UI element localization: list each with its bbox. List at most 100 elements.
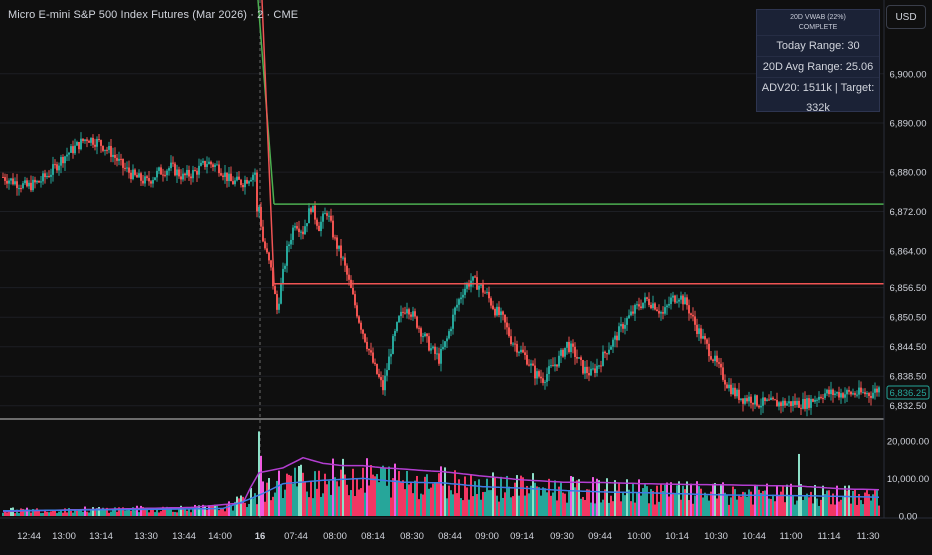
candle-body — [646, 297, 648, 299]
candle-body — [808, 398, 810, 408]
candle-body — [208, 161, 210, 165]
volume-bar — [814, 484, 816, 516]
candle-body — [740, 398, 742, 400]
volume-bar — [212, 505, 214, 516]
volume-bar — [142, 506, 144, 516]
volume-bar — [538, 487, 540, 516]
volume-bar — [582, 497, 584, 516]
volume-bar — [50, 511, 52, 516]
volume-bar — [420, 493, 422, 516]
volume-bar — [20, 508, 22, 516]
volume-bar — [408, 484, 410, 516]
volume-bar — [184, 509, 186, 516]
volume-bar — [232, 510, 234, 516]
volume-bar — [186, 510, 188, 516]
volume-bar — [386, 485, 388, 516]
candle-body — [746, 398, 748, 402]
candle-body — [220, 173, 222, 176]
candle-body — [486, 291, 488, 293]
candle-body — [780, 402, 782, 406]
candle-body — [160, 167, 162, 175]
candle-body — [534, 365, 536, 379]
volume-bar — [474, 481, 476, 516]
time-axis[interactable]: 12:44 13:00 13:14 13:30 13:44 14:00 16 07:44 08:… — [17, 531, 879, 542]
candle-body — [862, 392, 864, 394]
time-tick-label: 13:14 — [89, 531, 113, 542]
volume-bar — [834, 504, 836, 516]
volume-bar — [530, 485, 532, 516]
volume-bar — [540, 495, 542, 516]
candle-body — [866, 393, 868, 395]
candle-body — [306, 223, 308, 227]
volume-bar — [566, 502, 568, 516]
candle-body — [640, 306, 642, 308]
candle-body — [688, 305, 690, 314]
candle-body — [398, 316, 400, 323]
currency-button[interactable]: USD — [886, 5, 926, 29]
volume-bar — [2, 512, 4, 516]
volume-bar — [512, 496, 514, 516]
volume-bar — [192, 508, 194, 516]
volume-bar — [90, 509, 92, 516]
volume-bar — [692, 503, 694, 516]
time-tick-label: 08:44 — [438, 531, 462, 542]
candle-body — [152, 179, 154, 184]
volume-bar — [672, 492, 674, 516]
candle-body — [674, 295, 676, 303]
time-tick-label: 10:00 — [627, 531, 651, 542]
grid-lines — [0, 73, 884, 407]
time-tick-label: 10:14 — [665, 531, 689, 542]
volume-bar — [704, 492, 706, 516]
price-tick-label: 6,880.00 — [890, 168, 927, 179]
volume-bar — [106, 507, 108, 516]
price-tick-label: 6,850.50 — [890, 313, 927, 324]
volume-bar — [48, 512, 50, 516]
volume-bar — [328, 480, 330, 516]
candle-body — [836, 392, 838, 394]
candle-body — [102, 145, 104, 151]
candle-body — [586, 366, 588, 374]
volume-bar — [150, 507, 152, 516]
candle-body — [458, 299, 460, 305]
candle-body — [246, 179, 248, 184]
time-tick-label: 09:30 — [550, 531, 574, 542]
volume-bar — [780, 491, 782, 516]
time-tick-label: 09:44 — [588, 531, 612, 542]
volume-bar — [396, 480, 398, 516]
volume-bar — [350, 490, 352, 516]
volume-bar — [112, 510, 114, 516]
candle-body — [142, 180, 144, 184]
candle-body — [46, 175, 48, 178]
volume-bar — [594, 503, 596, 516]
volume-bar — [40, 513, 42, 516]
volume-axis[interactable]: 20,000.00 10,000.00 0.00 — [887, 436, 929, 522]
volume-bar — [554, 480, 556, 516]
volume-bar — [62, 512, 64, 516]
volume-bar — [866, 490, 868, 516]
price-axis[interactable]: 6,900.00 6,890.00 6,880.00 6,872.00 6,864.00… — [890, 69, 927, 412]
volume-bar — [170, 508, 172, 516]
volume-bar — [208, 505, 210, 516]
volume-bar — [872, 494, 874, 516]
candle-body — [506, 322, 508, 328]
volume-bar — [124, 510, 126, 516]
candle-body — [302, 231, 304, 235]
volume-bar — [642, 488, 644, 516]
volume-bar — [410, 482, 412, 516]
candle-body — [478, 285, 480, 290]
time-tick-label: 11:30 — [856, 531, 879, 542]
volume-bar — [488, 490, 490, 516]
volume-bar — [122, 507, 124, 516]
candle-body — [770, 397, 772, 401]
volume-bar — [194, 504, 196, 516]
volume-bar — [462, 500, 464, 516]
volume-bar — [268, 478, 270, 516]
candle-body — [164, 174, 166, 176]
candle-body — [372, 352, 374, 363]
volume-bar — [758, 489, 760, 516]
candle-body — [588, 373, 590, 376]
candle-body — [732, 387, 734, 395]
candle-body — [758, 405, 760, 408]
